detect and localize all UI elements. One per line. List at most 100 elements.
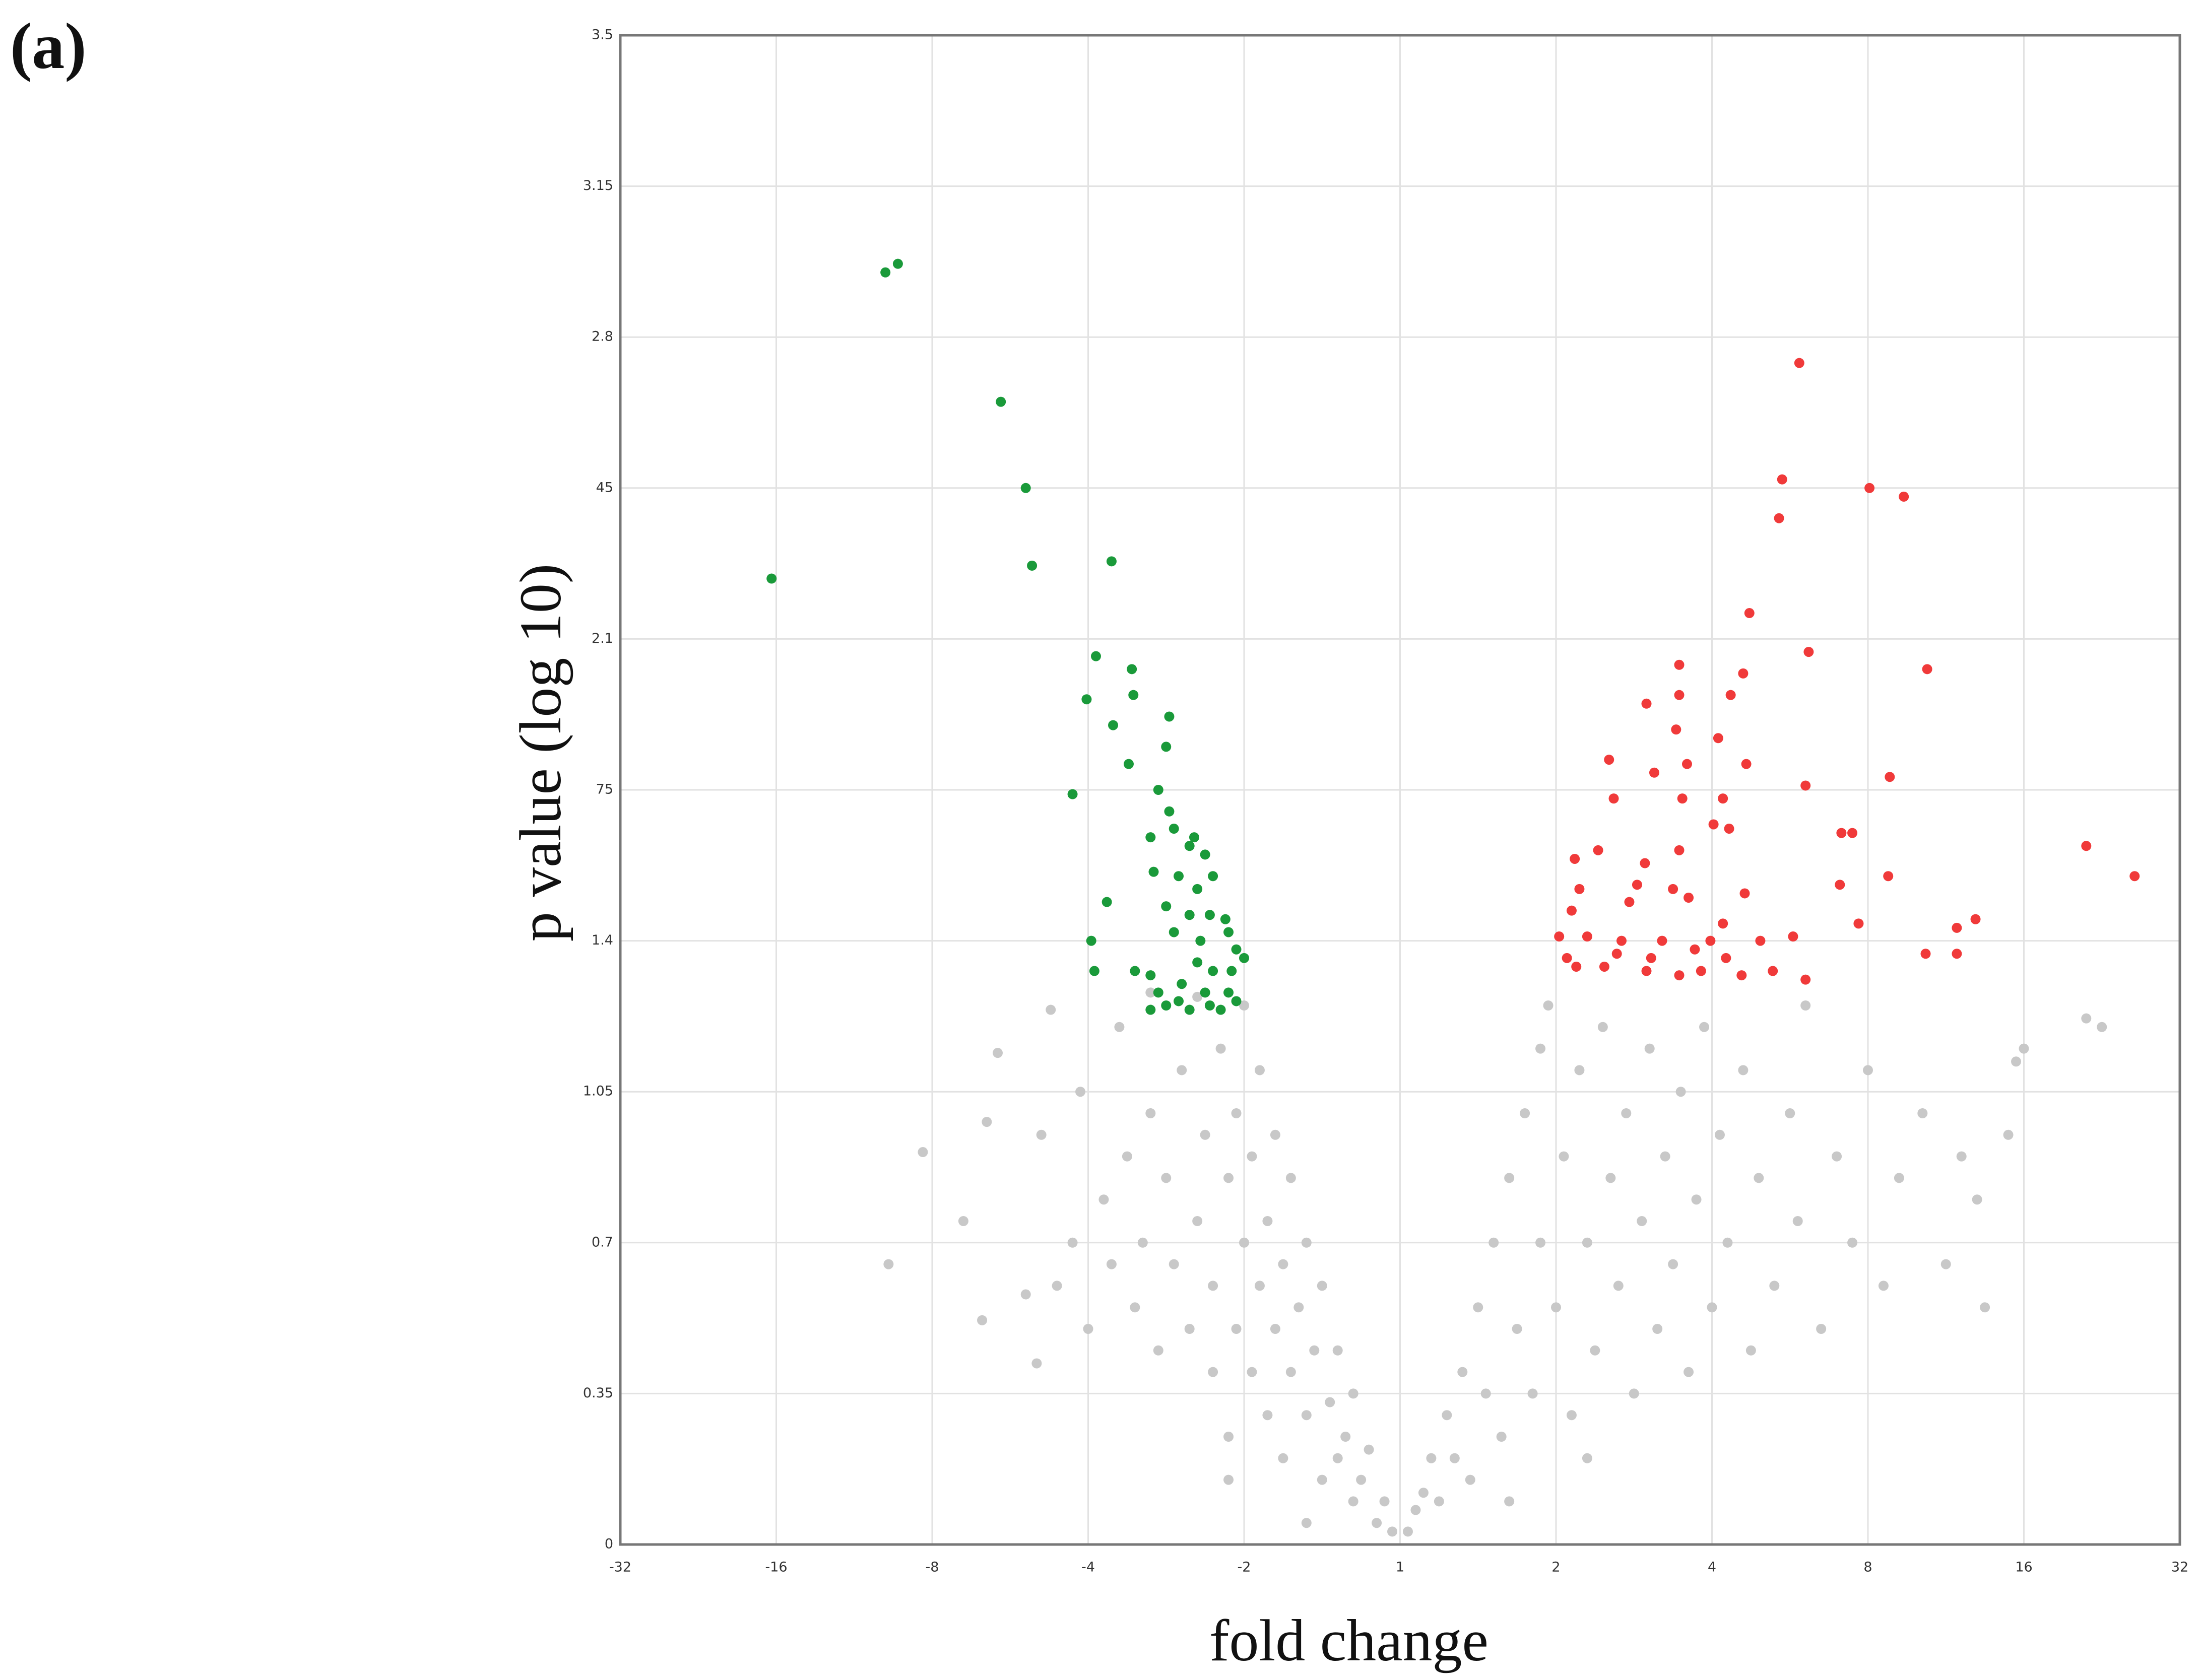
point [1616,935,1627,946]
point [1543,1000,1553,1011]
point [1083,1324,1093,1334]
point [1613,1281,1624,1291]
point [1081,694,1092,705]
point [1442,1410,1452,1421]
point [1745,1345,1756,1356]
point [1177,979,1187,989]
point [1605,1173,1616,1183]
y-tick-label: 75 [596,782,613,797]
point [1972,1194,1982,1205]
point [2003,1129,2014,1140]
point [1713,733,1723,744]
point [1231,1324,1242,1334]
point [1153,987,1163,998]
point [1604,755,1614,765]
point [1169,824,1179,834]
y-tick-label: 0.7 [592,1234,613,1250]
point [1123,759,1134,769]
point [1108,720,1119,730]
plot-frame [619,34,2181,1546]
point [1231,996,1242,1006]
point [1153,785,1163,795]
point [1777,474,1787,485]
point [1301,1410,1312,1421]
point [1184,841,1195,851]
point [1657,935,1667,946]
point [1418,1488,1429,1498]
y-tick-label: 1.05 [583,1084,613,1099]
point [1114,1022,1125,1032]
point [1215,1043,1226,1054]
point [1885,772,1895,782]
point [1223,927,1234,937]
point [1145,987,1156,998]
point [1148,866,1159,877]
point [1899,491,1909,502]
y-tick-label: 2.8 [592,329,613,345]
x-axis-label: fold change [1209,1607,1488,1673]
point [1145,832,1156,843]
point [1674,970,1685,981]
point [1644,1043,1655,1054]
x-tick-label: 1 [1396,1560,1404,1575]
point [1226,966,1237,976]
point [1674,659,1685,670]
point [1465,1474,1475,1485]
point [1192,884,1203,894]
y-tick-label: 3.15 [583,178,613,193]
point [1718,918,1728,929]
point [1208,1367,1218,1377]
point [1192,957,1203,968]
point [1705,935,1716,946]
point [1309,1345,1320,1356]
point [1223,1432,1234,1442]
point [1130,1302,1140,1313]
point [1122,1151,1132,1162]
point [1671,724,1681,735]
point [1301,1237,1312,1248]
point [1878,1281,1889,1291]
point [1566,905,1577,916]
point [1402,1526,1413,1537]
y-tick-label: 2.1 [592,631,613,646]
point [1106,1259,1117,1269]
point [1725,690,1736,700]
point [1708,819,1719,830]
point [1832,1151,1842,1162]
point [1582,1237,1592,1248]
point [1496,1432,1507,1442]
point [1714,1129,1725,1140]
point [1574,1065,1585,1076]
y-tick-label: 3.5 [592,27,613,43]
point [1089,966,1099,976]
point [1200,987,1210,998]
point [1816,1324,1827,1334]
point [1223,987,1234,998]
point [1684,1367,1694,1377]
x-tick-label: 8 [1863,1560,1872,1575]
point [1075,1087,1086,1097]
point [1863,1065,1873,1076]
point [1621,1108,1632,1118]
point [1691,1194,1702,1205]
x-tick-label: -4 [1081,1560,1095,1575]
point [1204,1000,1215,1011]
point [1153,1345,1163,1356]
point [1161,742,1172,752]
point [1571,961,1582,972]
point [1332,1345,1343,1356]
point [2097,1022,2107,1032]
x-tick-label: 2 [1551,1560,1560,1575]
point [1835,880,1845,890]
point [1646,953,1656,963]
point [1184,1004,1195,1015]
point [1204,910,1215,920]
point [1940,1259,1951,1269]
point [1254,1065,1265,1076]
point [1800,1000,1811,1011]
point [1239,953,1249,963]
points [766,258,2140,1537]
x-tick-label: 16 [2015,1560,2032,1575]
point [1570,853,1580,864]
point [1128,690,1139,700]
